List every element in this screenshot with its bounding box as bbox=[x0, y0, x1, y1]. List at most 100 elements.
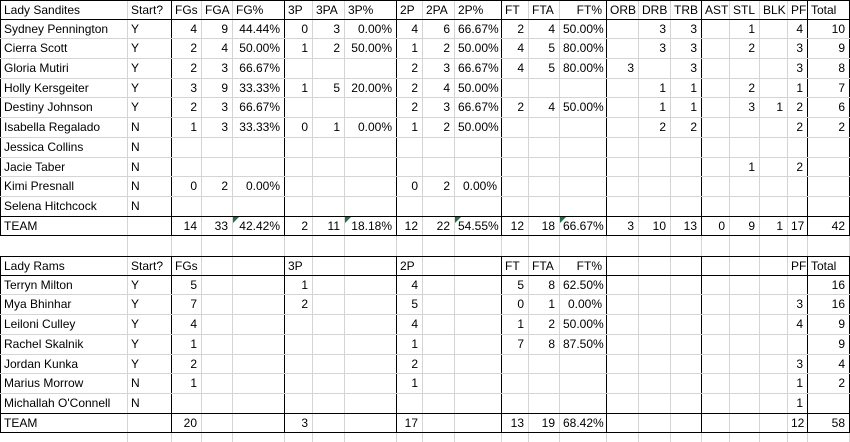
2p-cell[interactable]: 0 bbox=[397, 177, 423, 196]
blk-cell[interactable] bbox=[760, 177, 788, 196]
column-header-2p-pct[interactable]: 2P% bbox=[455, 1, 502, 19]
2p-pct-cell[interactable]: 66.67% bbox=[455, 59, 502, 78]
3p-cell[interactable] bbox=[285, 157, 313, 177]
fgs-cell[interactable]: 2 bbox=[172, 39, 202, 59]
fgs-cell[interactable]: 0 bbox=[172, 177, 202, 196]
fta-cell[interactable]: 1 bbox=[529, 295, 560, 315]
3p-cell[interactable]: 1 bbox=[285, 78, 313, 98]
fgs-cell[interactable]: 1 bbox=[172, 334, 202, 354]
fga-cell[interactable] bbox=[202, 374, 233, 393]
player-name-cell[interactable]: Isabella Regalado bbox=[0, 118, 128, 137]
pf-cell[interactable] bbox=[788, 196, 808, 216]
total-cell[interactable] bbox=[808, 157, 850, 177]
trb-cell[interactable]: 1 bbox=[671, 78, 702, 98]
ft-cell[interactable]: 2 bbox=[502, 98, 529, 118]
stl-cell[interactable] bbox=[730, 275, 760, 295]
start-cell[interactable]: Y bbox=[128, 275, 172, 295]
fgs-cell[interactable] bbox=[172, 137, 202, 157]
column-header-blk[interactable]: BLK bbox=[760, 1, 788, 19]
fgs-cell[interactable]: 1 bbox=[172, 374, 202, 393]
trb-cell[interactable] bbox=[671, 295, 702, 315]
3p-cell[interactable]: 0 bbox=[285, 118, 313, 137]
stl-cell[interactable] bbox=[730, 137, 760, 157]
team-trb-cell[interactable]: 13 bbox=[671, 216, 702, 236]
2pa-cell[interactable]: 4 bbox=[423, 78, 455, 98]
team-pf-cell[interactable]: 12 bbox=[788, 413, 808, 433]
2p-pct-cell[interactable]: 66.67% bbox=[455, 19, 502, 39]
column-header-3pa[interactable]: 3PA bbox=[313, 1, 345, 19]
ft-pct-cell[interactable]: 87.50% bbox=[560, 334, 607, 354]
team-orb-cell[interactable]: 3 bbox=[607, 216, 639, 236]
drb-cell[interactable] bbox=[639, 295, 671, 315]
total-cell[interactable]: 16 bbox=[808, 295, 850, 315]
team-ft-pct-cell[interactable]: 66.67% bbox=[560, 216, 607, 236]
fta-cell[interactable] bbox=[529, 118, 560, 137]
3pa-cell[interactable] bbox=[313, 393, 345, 413]
start-cell[interactable]: Y bbox=[128, 98, 172, 118]
3pa-cell[interactable] bbox=[313, 59, 345, 78]
3p-pct-cell[interactable] bbox=[345, 59, 397, 78]
ast-cell[interactable] bbox=[702, 315, 730, 334]
fta-cell[interactable]: 8 bbox=[529, 275, 560, 295]
orb-cell[interactable] bbox=[607, 196, 639, 216]
ft-pct-cell[interactable] bbox=[560, 118, 607, 137]
orb-cell[interactable] bbox=[607, 334, 639, 354]
column-header-ft[interactable]: FT bbox=[502, 1, 529, 19]
start-cell[interactable]: Y bbox=[128, 39, 172, 59]
total-cell[interactable]: 8 bbox=[808, 59, 850, 78]
2pa-cell[interactable] bbox=[423, 354, 455, 374]
total-cell[interactable]: 9 bbox=[808, 334, 850, 354]
3p-cell[interactable]: 1 bbox=[285, 275, 313, 295]
blk-cell[interactable] bbox=[760, 39, 788, 59]
drb-cell[interactable]: 3 bbox=[639, 39, 671, 59]
fta-cell[interactable] bbox=[529, 196, 560, 216]
orb-cell[interactable] bbox=[607, 393, 639, 413]
2pa-cell[interactable]: 2 bbox=[423, 177, 455, 196]
blk-cell[interactable] bbox=[760, 78, 788, 98]
column-header-3p-pct[interactable]: 3P% bbox=[345, 1, 397, 19]
team-trb-cell[interactable] bbox=[671, 413, 702, 433]
3pa-cell[interactable] bbox=[313, 295, 345, 315]
drb-cell[interactable] bbox=[639, 393, 671, 413]
drb-cell[interactable] bbox=[639, 157, 671, 177]
fga-cell[interactable]: 9 bbox=[202, 19, 233, 39]
fga-cell[interactable] bbox=[202, 334, 233, 354]
ft-pct-cell[interactable]: 80.00% bbox=[560, 39, 607, 59]
blk-cell[interactable] bbox=[760, 354, 788, 374]
pf-cell[interactable]: 4 bbox=[788, 19, 808, 39]
team-ft-cell[interactable]: 13 bbox=[502, 413, 529, 433]
ast-cell[interactable] bbox=[702, 196, 730, 216]
column-header-drb[interactable] bbox=[639, 257, 671, 275]
blk-cell[interactable] bbox=[760, 295, 788, 315]
player-name-cell[interactable]: Sydney Pennington bbox=[0, 19, 128, 39]
2p-pct-cell[interactable]: 66.67% bbox=[455, 98, 502, 118]
stl-cell[interactable] bbox=[730, 374, 760, 393]
ft-pct-cell[interactable]: 62.50% bbox=[560, 275, 607, 295]
ft-cell[interactable] bbox=[502, 354, 529, 374]
3p-pct-cell[interactable] bbox=[345, 334, 397, 354]
2p-cell[interactable]: 5 bbox=[397, 295, 423, 315]
3p-pct-cell[interactable] bbox=[345, 354, 397, 374]
3p-cell[interactable] bbox=[285, 334, 313, 354]
orb-cell[interactable] bbox=[607, 39, 639, 59]
column-header-start[interactable]: Start? bbox=[128, 257, 172, 275]
trb-cell[interactable] bbox=[671, 177, 702, 196]
pf-cell[interactable]: 2 bbox=[788, 98, 808, 118]
fg-pct-cell[interactable]: 50.00% bbox=[233, 39, 285, 59]
ft-pct-cell[interactable]: 80.00% bbox=[560, 59, 607, 78]
blk-cell[interactable] bbox=[760, 334, 788, 354]
team-pf-cell[interactable]: 17 bbox=[788, 216, 808, 236]
stl-cell[interactable]: 2 bbox=[730, 39, 760, 59]
fga-cell[interactable] bbox=[202, 157, 233, 177]
team-drb-cell[interactable] bbox=[639, 413, 671, 433]
ast-cell[interactable] bbox=[702, 118, 730, 137]
3pa-cell[interactable] bbox=[313, 98, 345, 118]
stl-cell[interactable] bbox=[730, 295, 760, 315]
ast-cell[interactable] bbox=[702, 39, 730, 59]
2p-cell[interactable] bbox=[397, 137, 423, 157]
start-cell[interactable]: Y bbox=[128, 59, 172, 78]
fg-pct-cell[interactable] bbox=[233, 137, 285, 157]
2pa-cell[interactable] bbox=[423, 275, 455, 295]
start-cell[interactable]: Y bbox=[128, 19, 172, 39]
start-cell[interactable]: Y bbox=[128, 334, 172, 354]
